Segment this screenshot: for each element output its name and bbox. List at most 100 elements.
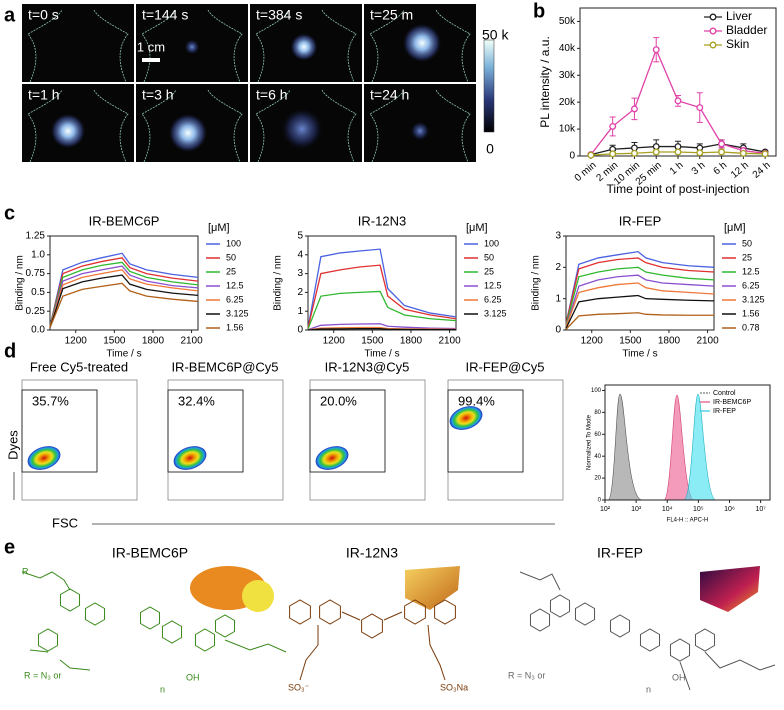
x-tick-label: 10³ [631, 506, 642, 513]
flow-title: Free Cy5-treated [30, 359, 128, 374]
y-axis-label: Normalized To Mode [587, 414, 593, 470]
marker [696, 149, 704, 157]
y-tick-label: 5 [297, 231, 303, 242]
flow-plot [309, 379, 426, 501]
y-tick-label: 50k [559, 16, 576, 27]
series-line [49, 269, 199, 328]
mouse-outline [369, 89, 471, 163]
series-line [565, 294, 715, 329]
group: SO₃Na [440, 682, 468, 692]
hist-fep [683, 393, 717, 501]
y-tick-label: 3 [297, 268, 303, 279]
y-tick-label: 0 [569, 151, 575, 162]
flow-title: IR-12N3@Cy5 [325, 359, 410, 374]
y-tick-label: 0.0 [31, 325, 45, 336]
series-line [307, 328, 456, 331]
ring [361, 613, 383, 639]
legend-label: 1.56 [226, 322, 244, 332]
x-tick-label: 10² [600, 506, 611, 513]
signal [50, 113, 86, 149]
legend-marker [709, 27, 717, 35]
y-tick-label: 2 [555, 262, 561, 273]
legend-label: 3.125 [742, 294, 765, 304]
series-line [565, 257, 715, 324]
chain [519, 571, 776, 691]
series-line [565, 250, 715, 324]
marker [718, 148, 726, 156]
ring [609, 614, 631, 638]
y-tick-label: 40 [594, 454, 601, 460]
ring [59, 588, 81, 612]
x-tick-label: 2100 [180, 336, 203, 347]
gate-percentage: 20.0% [320, 393, 357, 408]
time-label: t=25 m [370, 7, 413, 23]
panel-label: d [4, 340, 16, 362]
marker [652, 148, 660, 156]
gate [167, 389, 244, 473]
ring [669, 638, 691, 662]
ring [289, 599, 311, 625]
y-tick-label: 100 [591, 388, 602, 394]
signal [168, 113, 208, 153]
x-axis-label: Time / s [622, 349, 657, 360]
x-tick-label: 1500 [361, 336, 384, 347]
x-tick-label: 10⁶ [724, 506, 735, 513]
marker [674, 97, 682, 105]
series-line [49, 274, 199, 328]
chain [299, 611, 446, 681]
flow-plot [447, 379, 564, 501]
x-tick-label: 10⁷ [755, 506, 766, 513]
legend-label: 6.25 [226, 294, 244, 304]
y-tick-label: 10k [559, 124, 576, 135]
legend-label: 50 [484, 252, 494, 262]
y-tick-label: 20k [559, 97, 576, 108]
group: OH [186, 672, 200, 682]
mouse-outline [255, 89, 357, 163]
panel-labels: a b c d e [4, 0, 545, 558]
scale-bar [142, 58, 160, 62]
marker [609, 122, 617, 130]
x-tick-label: 3 h [690, 160, 708, 177]
legend-label: 50 [226, 252, 236, 262]
ring [139, 606, 161, 630]
ring [434, 599, 456, 625]
ring [37, 628, 59, 652]
density [449, 406, 483, 430]
legend-label: 6.25 [484, 294, 502, 304]
marker [674, 148, 682, 156]
series-line [565, 274, 715, 328]
x-tick-label: 1200 [323, 336, 346, 347]
legend-label: 25 [742, 252, 752, 262]
panel-label: c [4, 202, 15, 224]
structure-name: IR-FEP [597, 545, 643, 561]
legend-marker [709, 13, 717, 21]
time-label: t=1 h [28, 87, 60, 103]
y-tick-label: 1 [555, 293, 561, 304]
y-tick-label: 20 [594, 476, 601, 482]
legend-label: 0.78 [742, 322, 760, 332]
density [315, 446, 349, 470]
chart-title: IR-12N3 [358, 213, 406, 228]
scale-bar-label: 1 cm [137, 39, 165, 54]
marker [739, 149, 747, 157]
legend-label: 100 [226, 238, 241, 248]
legend-label: 12.5 [226, 280, 244, 290]
legend-label: 50 [742, 238, 752, 248]
legend-title: [μM] [466, 222, 488, 234]
plot-frame [49, 235, 199, 331]
image-tile [22, 4, 134, 82]
panel-label: a [4, 4, 16, 26]
chain [21, 571, 287, 671]
x-axis-label: Time / s [106, 349, 141, 360]
y-tick-label: 4 [297, 249, 303, 260]
x-tick-label: 10⁴ [662, 506, 673, 513]
series-line [49, 261, 199, 327]
liver-icon [405, 566, 460, 610]
flow-title: IR-BEMC6P@Cy5 [171, 359, 278, 374]
legend-label: Liver [726, 9, 752, 23]
series-line [565, 312, 714, 330]
group: n [646, 684, 651, 694]
gate [21, 389, 98, 473]
series-line [49, 282, 199, 328]
panel-label: e [4, 536, 15, 558]
